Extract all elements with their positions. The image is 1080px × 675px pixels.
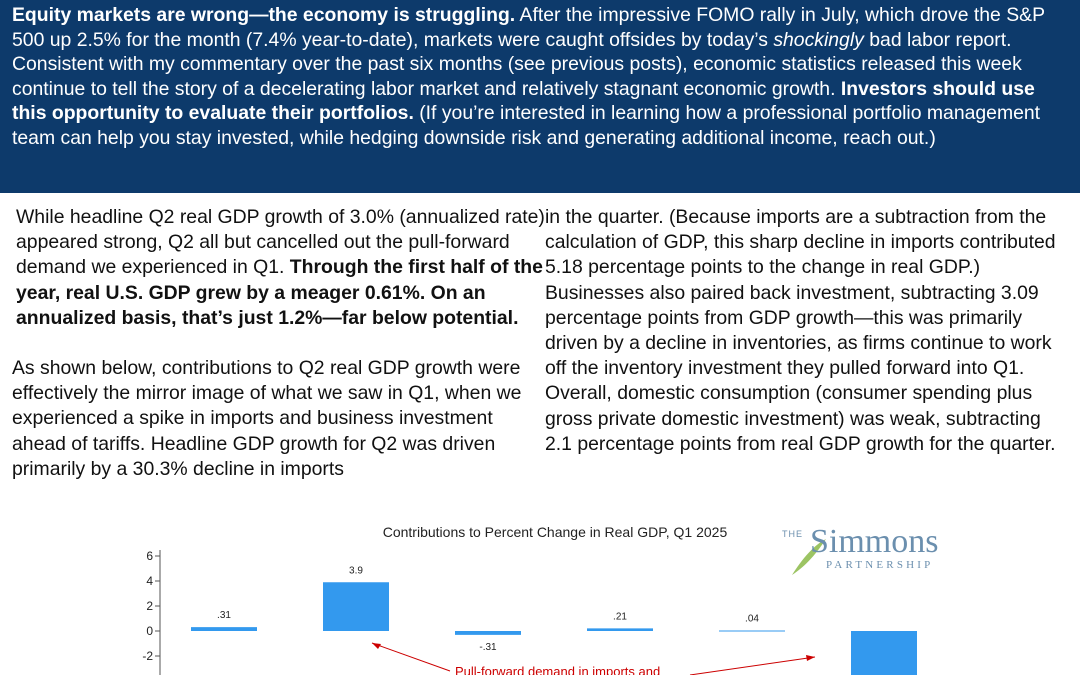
annotation-arrow-right xyxy=(689,656,816,675)
left-para1-text: While headline Q2 real GDP growth of 3.0… xyxy=(16,206,545,279)
bar xyxy=(587,628,653,631)
y-tick-label: 0 xyxy=(146,624,153,638)
y-tick-label: -2 xyxy=(142,649,153,663)
bar-value-label: .21 xyxy=(613,611,627,622)
y-tick-label: 4 xyxy=(146,574,153,588)
annotation: Pull-forward demand in imports and xyxy=(371,642,816,675)
bar-value-label: .04 xyxy=(745,614,759,625)
logo-name: Simmons xyxy=(810,523,939,560)
banner-headline: Equity markets are wrong—the economy is … xyxy=(12,4,516,26)
bar xyxy=(851,631,917,675)
annotation-text: Pull-forward demand in imports and xyxy=(455,664,660,675)
simmons-partnership-logo: THE Simmons PARTNERSHIP xyxy=(782,523,962,575)
bar-value-label: 3.9 xyxy=(349,565,363,576)
banner-call-to-action: Investors should use this opportunity to… xyxy=(12,77,1035,125)
bar-value-label: -.31 xyxy=(479,642,497,653)
banner-emphasis: shockingly xyxy=(773,28,864,51)
logo-subtitle: PARTNERSHIP xyxy=(826,559,934,571)
annotation-arrow-left xyxy=(371,642,451,672)
banner-paragraph: Equity markets are wrong—the economy is … xyxy=(12,3,1068,151)
bar xyxy=(191,627,257,631)
banner-text-3: (If you’re interested in learning how a … xyxy=(12,102,1041,149)
left-para1-bold: Through the first half of the year, real… xyxy=(16,256,543,329)
annotation-arrowhead-left xyxy=(372,643,381,649)
logo-the: THE xyxy=(782,529,803,539)
left-paragraph-1: While headline Q2 real GDP growth of 3.0… xyxy=(12,205,547,331)
bar xyxy=(455,631,521,635)
chart-title: Contributions to Percent Change in Real … xyxy=(383,524,728,540)
y-axis-ticks: 6 4 2 0 -2 xyxy=(142,549,160,663)
logo-swoosh-icon xyxy=(792,539,826,575)
right-column: in the quarter. (Because imports are a s… xyxy=(545,205,1060,482)
gdp-contributions-chart: Contributions to Percent Change in Real … xyxy=(142,524,917,675)
bar xyxy=(323,582,389,631)
header-banner: Equity markets are wrong—the economy is … xyxy=(0,0,1080,193)
left-paragraph-2: As shown below, contributions to Q2 real… xyxy=(12,357,522,480)
bars: .31 3.9 -.31 .21 .04 xyxy=(191,565,917,675)
y-tick-label: 6 xyxy=(146,549,153,563)
left-column: While headline Q2 real GDP growth of 3.0… xyxy=(12,205,547,507)
banner-text-2: bad labor report. Consistent with my com… xyxy=(12,28,1022,100)
right-paragraph: in the quarter. (Because imports are a s… xyxy=(545,206,1056,455)
bar-value-label: .31 xyxy=(217,610,231,621)
annotation-arrowhead-right xyxy=(806,655,815,661)
y-tick-label: 2 xyxy=(146,599,153,613)
bar xyxy=(719,630,785,632)
banner-text-1: After the impressive FOMO rally in July,… xyxy=(12,4,1045,51)
